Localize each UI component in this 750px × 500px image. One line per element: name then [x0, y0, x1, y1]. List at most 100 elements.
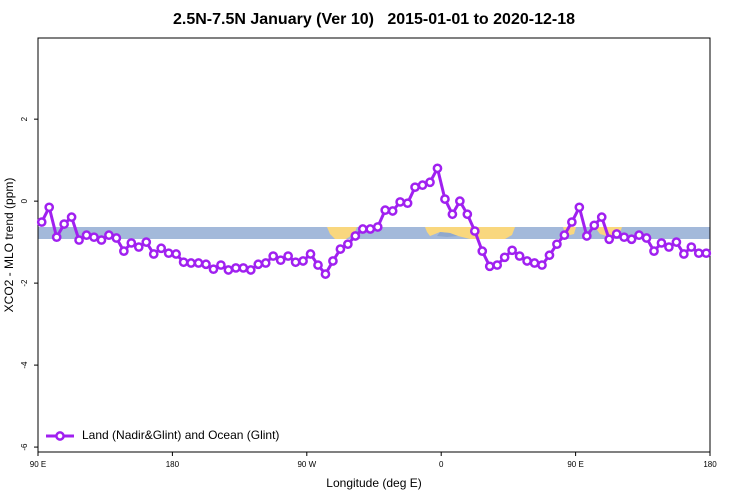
- data-point: [626, 234, 637, 245]
- data-point: [447, 209, 458, 220]
- plot-frame: [37, 37, 711, 453]
- data-point: [679, 249, 689, 259]
- data-point: [290, 257, 301, 268]
- data-point: [44, 202, 55, 213]
- data-point: [455, 196, 465, 206]
- data-point: [74, 235, 84, 245]
- data-point: [507, 245, 517, 256]
- data-point: [574, 202, 585, 213]
- data-point: [111, 233, 122, 243]
- data-point: [36, 217, 47, 227]
- data-point: [335, 244, 346, 254]
- y-tick-label: -4: [20, 361, 29, 369]
- data-point: [701, 248, 712, 259]
- data-point: [499, 252, 510, 263]
- data-point: [522, 256, 532, 266]
- legend-marker: [55, 431, 65, 441]
- data-point: [245, 265, 256, 275]
- legend-label: Land (Nadir&Glint) and Ocean (Glint): [82, 428, 279, 442]
- x-axis-label: Longitude (deg E): [326, 476, 421, 490]
- chart-title: 2.5N-7.5N January (Ver 10) 2015-01-01 to…: [173, 11, 575, 28]
- data-point: [641, 233, 652, 243]
- data-point: [320, 269, 331, 279]
- data-point: [171, 249, 181, 259]
- data-point: [671, 237, 682, 247]
- data-point: [469, 226, 480, 236]
- data-point: [253, 259, 264, 270]
- data-point: [104, 230, 114, 241]
- data-point: [178, 257, 189, 268]
- land-area: [327, 227, 357, 239]
- data-point: [387, 206, 398, 216]
- data-point: [514, 251, 525, 261]
- data-point: [693, 248, 704, 259]
- data-point: [559, 230, 570, 241]
- data-point: [529, 258, 540, 268]
- data-point: [425, 177, 435, 188]
- data-point: [66, 212, 77, 222]
- data-point: [133, 242, 144, 252]
- data-point: [119, 246, 129, 256]
- data-point: [141, 237, 152, 247]
- data-point: [567, 217, 577, 227]
- data-point: [596, 212, 607, 222]
- data-point: [649, 246, 659, 256]
- data-point: [275, 255, 286, 266]
- land-area: [425, 227, 515, 239]
- data-point: [656, 238, 667, 248]
- data-point: [544, 250, 555, 261]
- data-point: [305, 249, 316, 259]
- y-tick-label: -2: [20, 279, 29, 287]
- x-tick-label: 90 E: [30, 460, 46, 469]
- data-point: [619, 232, 629, 243]
- data-point: [589, 220, 600, 231]
- data-point: [223, 265, 234, 275]
- data-point: [350, 231, 361, 241]
- data-point: [216, 260, 226, 270]
- data-point: [462, 209, 473, 220]
- data-point: [365, 224, 376, 234]
- data-point: [357, 224, 368, 234]
- data-point: [163, 248, 174, 259]
- data-point: [231, 263, 241, 273]
- data-point: [432, 163, 443, 174]
- ocean-band: [38, 227, 710, 239]
- data-point: [156, 243, 167, 254]
- data-point: [343, 239, 353, 250]
- data-point: [260, 258, 271, 268]
- data-point: [604, 234, 615, 245]
- data-point: [552, 239, 562, 250]
- data-point: [283, 251, 293, 261]
- data-point: [581, 231, 592, 241]
- data-point: [372, 222, 383, 232]
- data-point: [208, 264, 219, 275]
- x-tick-label: 90 W: [297, 460, 316, 469]
- data-point: [402, 198, 413, 209]
- data-point: [201, 259, 211, 270]
- data-point: [96, 235, 107, 245]
- data-point: [89, 232, 99, 243]
- data-point: [186, 258, 196, 268]
- ocean-shade: [437, 232, 458, 237]
- data-point: [484, 261, 495, 272]
- y-tick-label: -6: [20, 443, 29, 451]
- x-tick-label: 180: [703, 460, 717, 469]
- series-line: [40, 164, 707, 277]
- data-point: [492, 260, 503, 270]
- y-axis-label: XCO2 - MLO trend (ppm): [2, 178, 16, 313]
- data-point: [380, 205, 391, 216]
- data-point: [328, 256, 338, 266]
- data-point: [686, 242, 697, 252]
- data-point: [537, 260, 547, 270]
- data-point: [395, 197, 405, 207]
- y-tick-label: 0: [20, 198, 29, 203]
- x-tick-label: 90 E: [567, 460, 583, 469]
- data-point: [313, 260, 323, 270]
- data-point: [268, 251, 279, 261]
- data-point: [410, 182, 420, 193]
- y-tick-label: 2: [20, 116, 29, 121]
- data-point: [126, 238, 137, 248]
- data-point: [148, 249, 159, 259]
